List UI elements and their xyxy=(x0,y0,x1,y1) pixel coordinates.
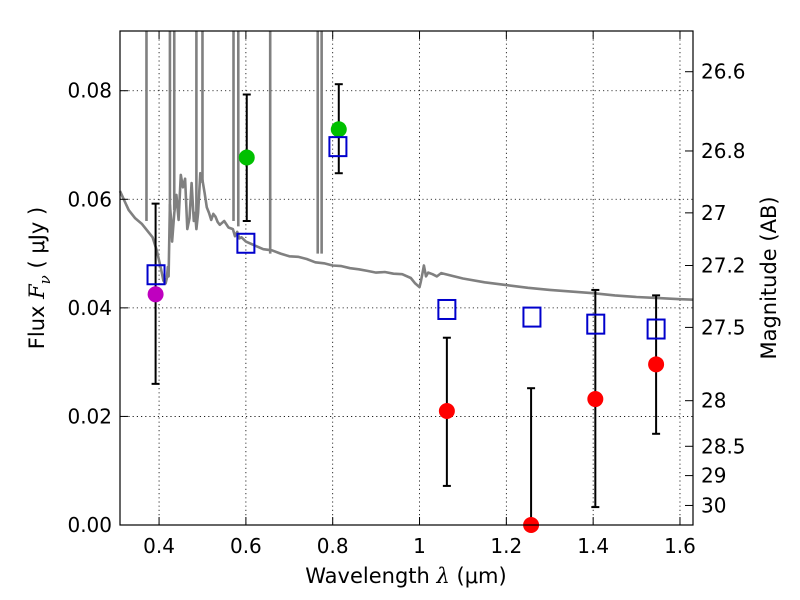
x-axis-ticks: 0.4 0.6 0.8 1 1.2 1.4 1.6 xyxy=(143,31,696,558)
model-points xyxy=(146,136,666,340)
x-tick-label: 0.6 xyxy=(230,534,262,558)
sed-layer xyxy=(118,171,694,301)
x-tick-label: 1 xyxy=(413,534,426,558)
observed-flux-point xyxy=(587,391,604,408)
y-tick-label: 0.06 xyxy=(67,187,112,211)
x-tick-label: 0.8 xyxy=(317,534,349,558)
magnitude-tick-label: 28.5 xyxy=(701,434,746,458)
y-tick-label: 0.08 xyxy=(67,79,112,103)
observed-flux-point xyxy=(648,356,665,373)
magnitude-axis-ticks: 26.6 26.8 27 27.2 27.5 28 28.5 29 30 xyxy=(685,60,746,517)
x-tick-label: 1.2 xyxy=(490,534,522,558)
model-flux-square xyxy=(646,318,666,340)
observed-flux-point xyxy=(438,403,455,419)
y-tick-label: 0.00 xyxy=(67,513,112,537)
model-flux-square xyxy=(522,306,542,328)
x-axis-label: Wavelength λ (μm) xyxy=(305,564,506,588)
magnitude-axis-label: Magnitude (AB) xyxy=(757,196,781,359)
y-tick-label: 0.02 xyxy=(67,404,112,428)
magnitude-tick-label: 30 xyxy=(701,493,726,517)
magnitude-tick-label: 26.6 xyxy=(701,60,746,84)
x-tick-label: 0.4 xyxy=(143,534,175,558)
y-axis-ticks: 0.00 0.02 0.04 0.06 0.08 xyxy=(67,79,128,537)
x-tick-label: 1.6 xyxy=(664,534,696,558)
observed-flux-point xyxy=(147,286,164,303)
magnitude-tick-label: 29 xyxy=(701,464,726,488)
model-flux-square xyxy=(146,264,166,286)
model-flux-square xyxy=(437,298,457,320)
magnitude-tick-label: 28 xyxy=(701,389,726,413)
y-axis-label: Flux Fν ( μJy ) xyxy=(25,207,54,349)
observed-flux-point xyxy=(238,149,255,166)
y-tick-label: 0.04 xyxy=(67,296,112,320)
magnitude-tick-label: 27.5 xyxy=(701,315,746,339)
model-flux-square xyxy=(586,313,606,335)
plot-frame xyxy=(119,30,694,526)
observed-flux-point xyxy=(330,121,347,138)
sed-model-curve xyxy=(118,171,694,301)
magnitude-tick-label: 27 xyxy=(701,201,726,225)
emission-lines xyxy=(145,31,323,254)
x-tick-label: 1.4 xyxy=(577,534,609,558)
magnitude-tick-label: 26.8 xyxy=(701,139,746,163)
model-flux-square xyxy=(236,232,256,254)
model-flux-square xyxy=(328,136,348,158)
magnitude-tick-label: 27.2 xyxy=(701,254,746,278)
